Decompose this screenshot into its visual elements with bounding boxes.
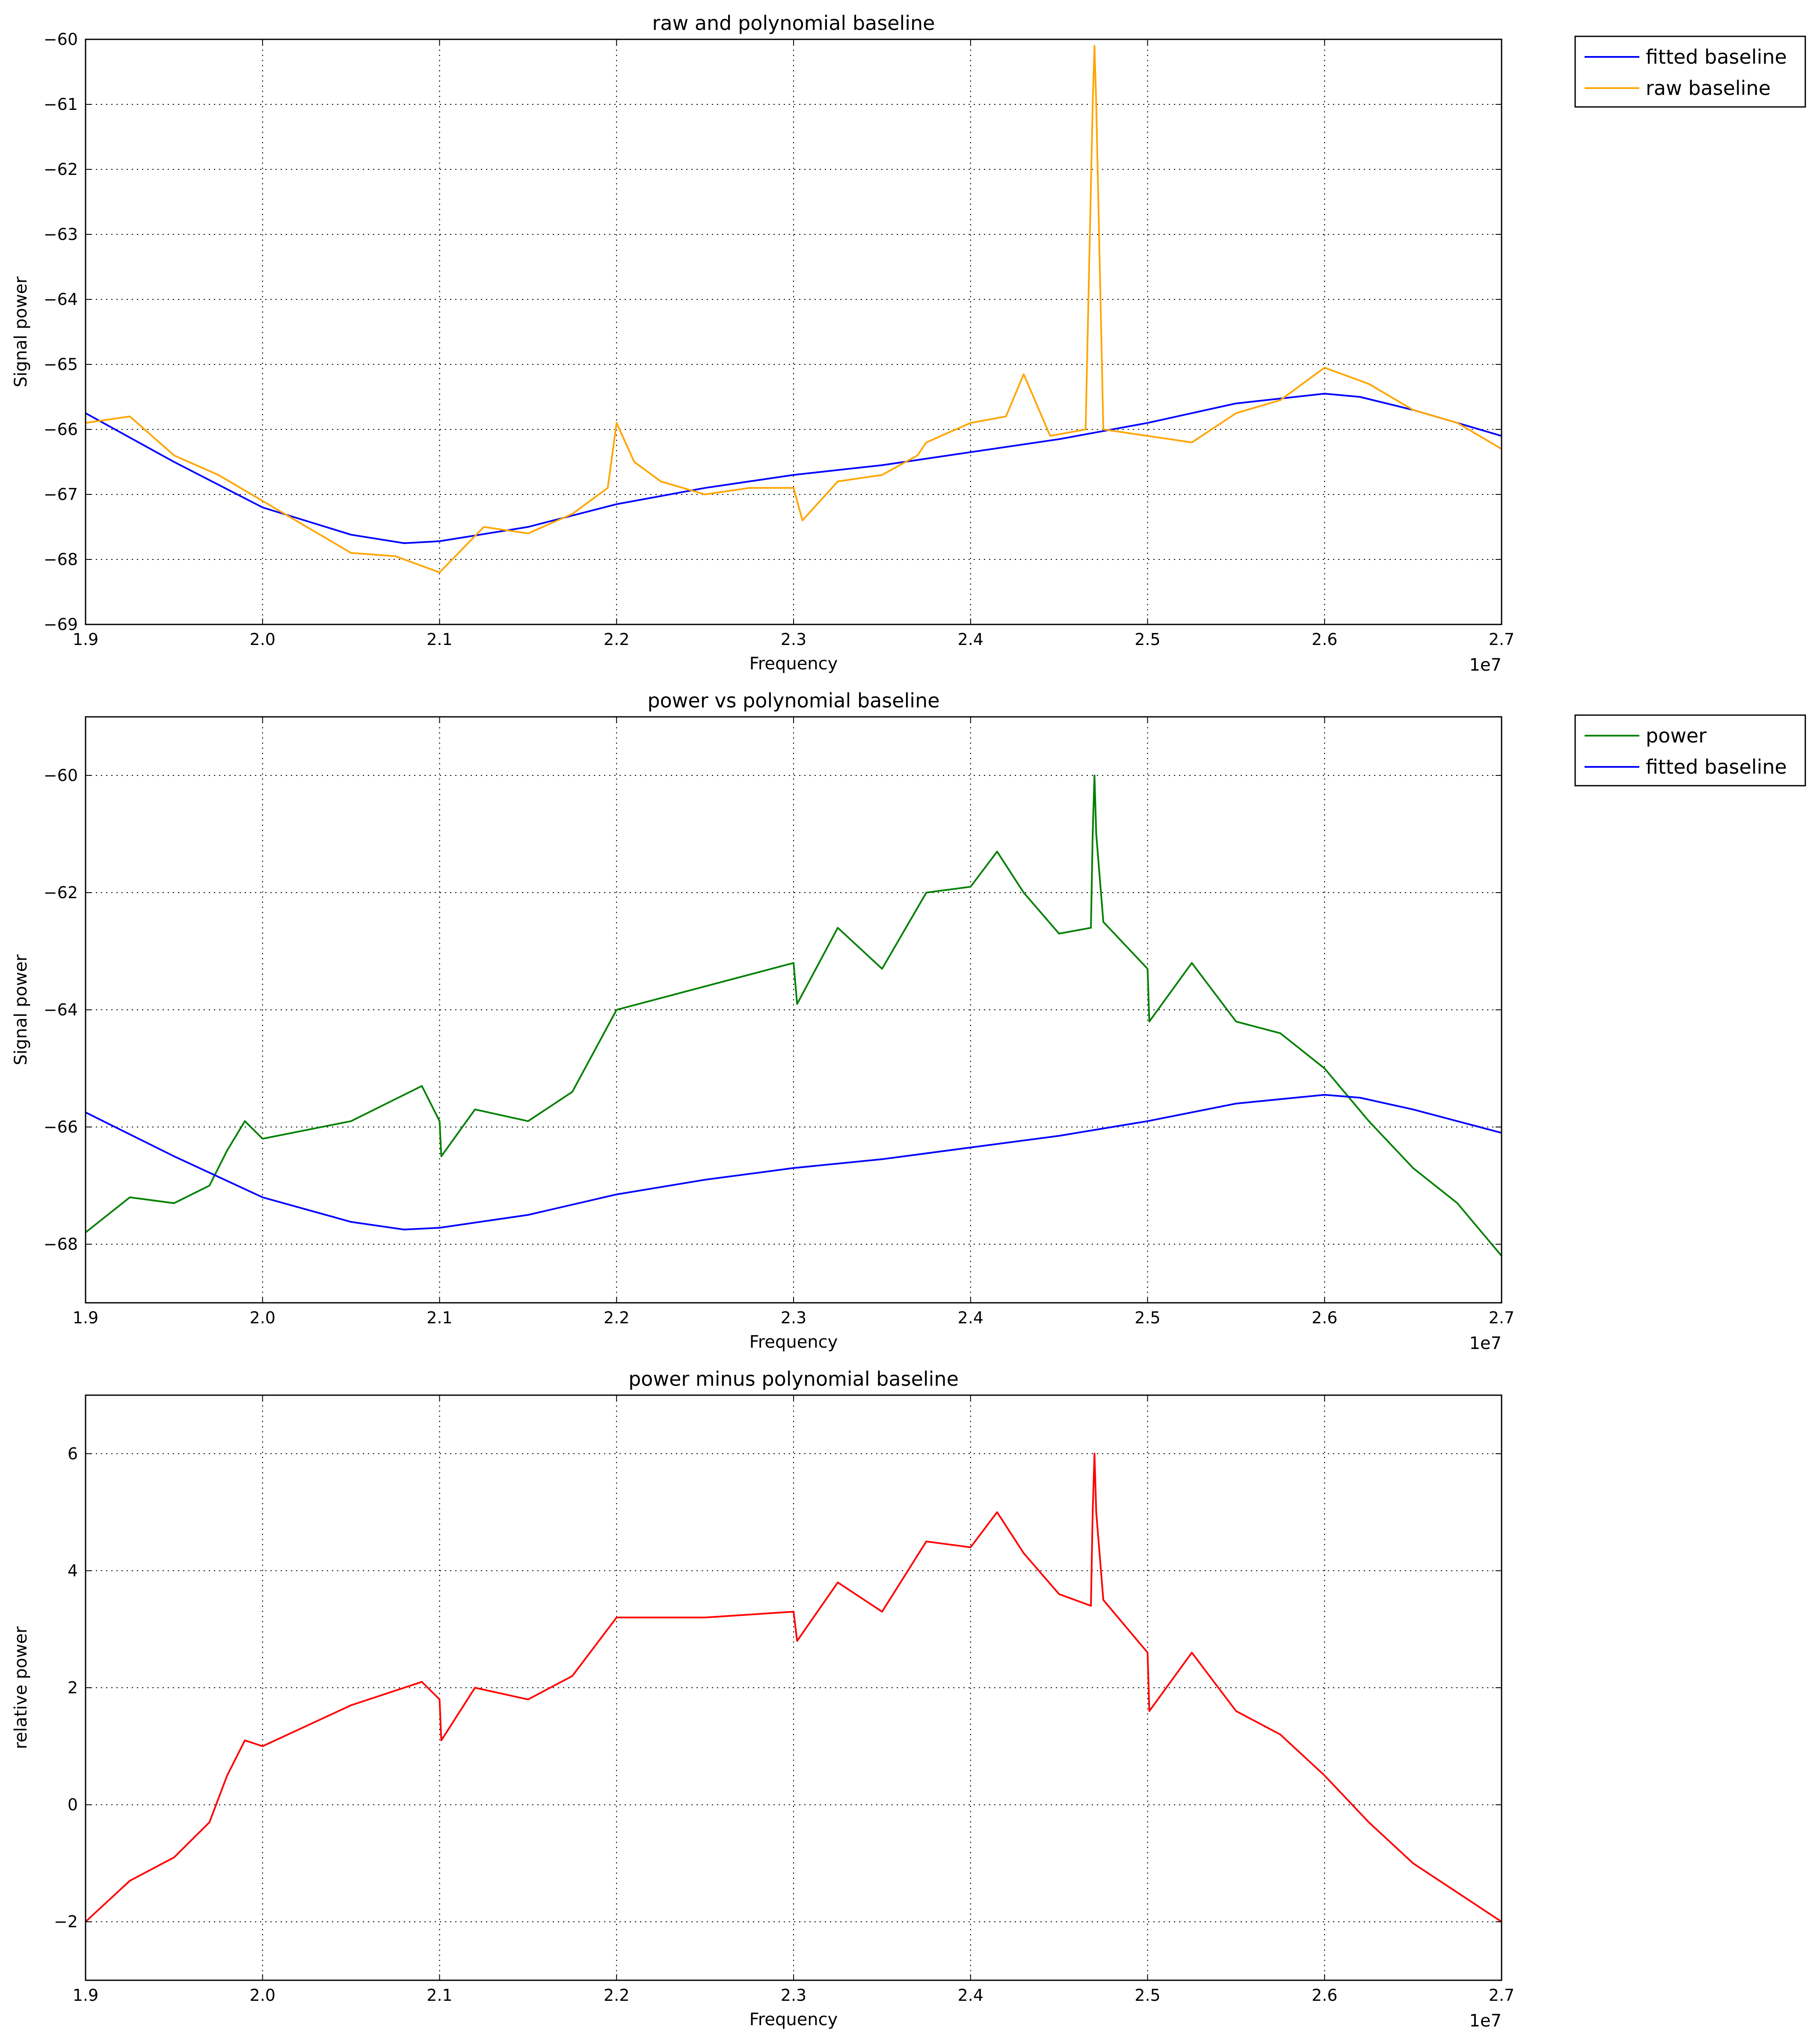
x-tick-label: 2.7 xyxy=(1489,630,1514,649)
chart-title: power vs polynomial baseline xyxy=(647,689,939,712)
y-tick-label: −62 xyxy=(44,160,78,179)
y-tick-label: 2 xyxy=(68,1678,78,1697)
series-line-data xyxy=(86,1452,1502,1923)
y-tick-label: −66 xyxy=(44,420,78,439)
legend: power fitted baseline xyxy=(1574,714,1806,787)
x-tick-label: 1.9 xyxy=(73,1308,98,1327)
series-line-fitted-baseline xyxy=(86,393,1502,544)
x-axis-label: Frequency xyxy=(750,2010,838,2029)
y-tick-label: −69 xyxy=(44,615,78,634)
y-tick-label: −60 xyxy=(44,766,78,785)
chart-panel-1: 1.9 2.0 2.1 2.2 2.3 2.4 2.5 2.6 2.7 −69 −68 −67 −66 −… xyxy=(11,12,1806,675)
legend: fitted baseline raw baseline xyxy=(1574,35,1806,108)
x-tick-label: 2.2 xyxy=(604,630,629,649)
x-tick-label: 2.1 xyxy=(427,1308,452,1327)
y-tick-label: −61 xyxy=(44,95,78,114)
x-tick-label: 2.6 xyxy=(1312,1308,1337,1327)
x-offset-label: 1e7 xyxy=(1469,1334,1502,1353)
x-tick-label: 2.3 xyxy=(781,1986,806,2005)
y-tick-label: −68 xyxy=(44,550,78,569)
x-tick-label: 2.6 xyxy=(1312,1986,1337,2005)
x-axis-label: Frequency xyxy=(750,654,838,674)
x-tick-label: 1.9 xyxy=(73,1986,98,2005)
x-offset-label: 1e7 xyxy=(1469,655,1502,675)
y-tick-label: −64 xyxy=(44,290,78,309)
x-tick-label: 2.4 xyxy=(958,1308,984,1327)
x-offset-label: 1e7 xyxy=(1469,2011,1502,2031)
y-axis-label: Signal power xyxy=(11,954,31,1065)
y-tick-label: −65 xyxy=(44,355,78,374)
x-tick-label: 2.5 xyxy=(1135,1308,1160,1327)
chart-title: power minus polynomial baseline xyxy=(628,1367,959,1390)
y-tick-label: −62 xyxy=(44,883,78,902)
x-tick-label: 2.2 xyxy=(604,1308,629,1327)
x-tick-label: 2.3 xyxy=(781,630,806,649)
legend-entry-label: fitted baseline xyxy=(1646,755,1787,778)
x-tick-label: 2.0 xyxy=(250,1308,276,1327)
series-line-raw-baseline xyxy=(86,45,1502,574)
x-tick-label: 2.2 xyxy=(604,1986,629,2005)
y-tick-label: −68 xyxy=(44,1235,78,1254)
legend-box xyxy=(1574,714,1806,787)
x-axis-label: Frequency xyxy=(750,1332,838,1352)
x-tick-label: 2.5 xyxy=(1135,1986,1160,2005)
x-tick-label: 1.9 xyxy=(73,630,98,649)
chart-panel-3: 1.9 2.0 2.1 2.2 2.3 2.4 2.5 2.6 2.7 −2 0 2 4 6 power m… xyxy=(11,1367,1514,2031)
y-tick-label: −63 xyxy=(44,225,78,244)
y-axis-label: Signal power xyxy=(11,276,31,388)
x-tick-label: 2.4 xyxy=(958,1986,984,2005)
series-line-fitted-baseline xyxy=(86,1094,1502,1231)
x-tick-label: 2.1 xyxy=(427,1986,452,2005)
y-tick-label: −64 xyxy=(44,1000,78,1019)
x-tick-label: 2.6 xyxy=(1312,630,1337,649)
series-line-power xyxy=(86,775,1502,1257)
y-tick-label: −2 xyxy=(54,1912,78,1931)
chart-panel-2: 1.9 2.0 2.1 2.2 2.3 2.4 2.5 2.6 2.7 −68 −66 −64 −62 −… xyxy=(11,689,1806,1353)
x-tick-label: 2.7 xyxy=(1489,1986,1514,2005)
legend-entry-label: fitted baseline xyxy=(1646,45,1787,68)
y-tick-label: −60 xyxy=(44,30,78,49)
y-tick-label: −67 xyxy=(44,485,78,504)
x-tick-label: 2.7 xyxy=(1489,1308,1514,1327)
legend-box xyxy=(1574,35,1806,108)
y-tick-label: 6 xyxy=(68,1444,78,1463)
x-tick-label: 2.4 xyxy=(958,630,984,649)
y-axis-label: relative power xyxy=(11,1626,31,1749)
chart-title: raw and polynomial baseline xyxy=(652,12,935,35)
x-tick-label: 2.5 xyxy=(1135,630,1160,649)
x-tick-label: 2.0 xyxy=(250,630,276,649)
legend-entry-label: raw baseline xyxy=(1646,77,1771,100)
y-tick-label: 0 xyxy=(68,1796,78,1814)
y-tick-label: 4 xyxy=(68,1561,78,1580)
y-tick-label: −66 xyxy=(44,1118,78,1136)
legend-entry-label: power xyxy=(1646,724,1706,747)
x-tick-label: 2.0 xyxy=(250,1986,276,2005)
x-tick-label: 2.1 xyxy=(427,630,452,649)
x-tick-label: 2.3 xyxy=(781,1308,806,1327)
